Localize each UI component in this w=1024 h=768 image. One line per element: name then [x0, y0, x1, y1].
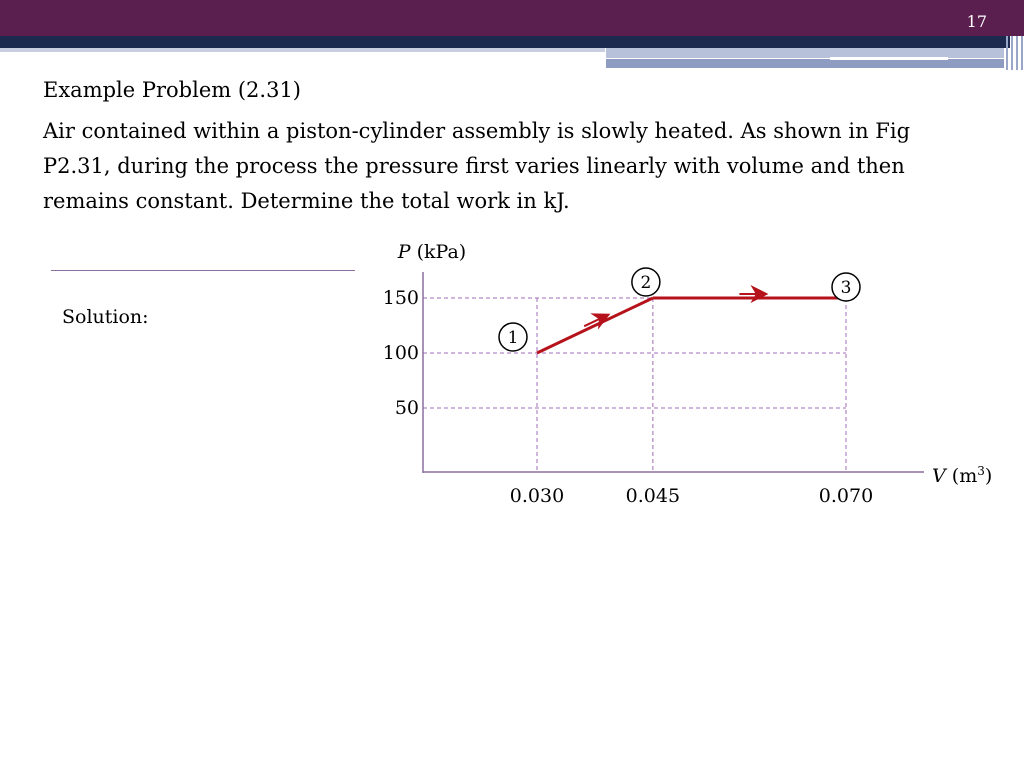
header-accent-strip [0, 48, 605, 52]
problem-statement: Air contained within a piston-cylinder a… [43, 119, 911, 213]
y-tick-label: 100 [383, 342, 419, 364]
process-line [536, 296, 654, 355]
y-axis-label: P (kPa) [397, 241, 466, 263]
state-label: 1 [508, 328, 519, 348]
state-label: 2 [640, 273, 651, 293]
divider [51, 270, 355, 271]
header-navy-band [0, 36, 1010, 48]
header-vertical-stripes [1004, 36, 1024, 70]
header-accent-strip [606, 48, 1004, 58]
solution-label: Solution: [62, 306, 149, 328]
y-tick-label: 150 [383, 287, 419, 309]
y-tick-label: 50 [395, 397, 419, 419]
state-label: 3 [841, 278, 852, 298]
slide-number: 17 [966, 12, 987, 31]
problem-heading: Example Problem (2.31) [43, 78, 301, 102]
x-tick-label: 0.070 [819, 485, 873, 507]
x-axis-label: V (m3) [932, 464, 992, 487]
process-direction-arrow [583, 313, 611, 330]
x-tick-label: 0.030 [510, 485, 564, 507]
x-tick-label: 0.045 [626, 485, 680, 507]
header-accent-strip [830, 57, 948, 60]
state-marker [831, 272, 861, 302]
state-marker [631, 267, 661, 297]
header-accent-strip [606, 59, 1004, 68]
title-bar [0, 0, 1024, 36]
state-marker [498, 322, 528, 352]
